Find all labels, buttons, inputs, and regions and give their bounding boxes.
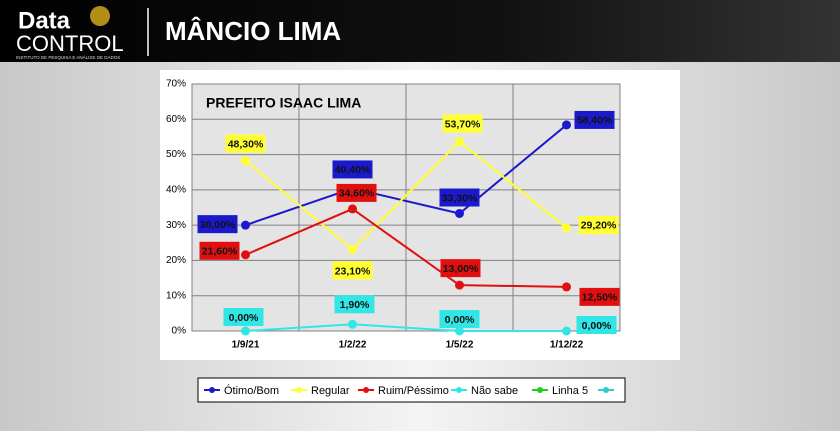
label-box — [440, 259, 481, 278]
data-label: 33,30% — [442, 192, 478, 204]
label-box — [332, 261, 373, 280]
point — [348, 244, 357, 254]
logo-bottom: CONTROL — [16, 31, 124, 56]
page-title: MÂNCIO LIMA — [165, 16, 341, 46]
data-label: 0,00% — [229, 312, 259, 324]
legend-label: Regular — [311, 385, 350, 397]
series-line — [245, 207, 567, 288]
point — [455, 280, 464, 290]
series-line — [245, 323, 567, 332]
label-box — [225, 134, 266, 153]
y-tick-label: 70% — [166, 79, 186, 90]
x-tick-label: 1/2/22 — [339, 340, 367, 351]
data-label: 29,20% — [581, 220, 617, 232]
legend-marker — [456, 387, 462, 393]
y-tick-label: 40% — [166, 184, 186, 195]
y-tick-label: 10% — [166, 290, 186, 301]
point — [455, 208, 464, 218]
label-box — [334, 295, 375, 314]
label-box — [197, 215, 238, 234]
point — [348, 204, 357, 214]
label-box — [442, 114, 483, 133]
data-label: 23,10% — [335, 265, 371, 277]
point — [241, 326, 250, 336]
point — [562, 223, 571, 233]
x-tick-label: 1/9/21 — [232, 340, 260, 351]
data-label: 53,70% — [445, 118, 481, 130]
data-label: 30,00% — [200, 219, 236, 231]
y-tick-label: 60% — [166, 114, 186, 125]
label-box — [336, 183, 377, 202]
label-box — [576, 316, 617, 334]
data-label: 0,00% — [445, 314, 475, 326]
point — [348, 319, 357, 329]
y-tick-label: 20% — [166, 255, 186, 266]
legend-marker — [296, 387, 302, 393]
legend-label: Linha 5 — [552, 385, 588, 397]
point — [562, 326, 571, 336]
legend — [197, 377, 626, 403]
point — [455, 326, 464, 336]
y-tick-label: 50% — [166, 149, 186, 160]
logo-icon — [90, 6, 110, 26]
point — [241, 250, 250, 260]
label-box — [439, 188, 480, 207]
data-label: 12,50% — [582, 292, 618, 304]
label-box — [332, 160, 373, 179]
data-label: 0,00% — [582, 320, 612, 332]
point — [241, 156, 250, 166]
label-box — [223, 308, 264, 326]
label-box — [199, 241, 240, 260]
label-box — [574, 110, 615, 129]
legend-label: Não sabe — [471, 385, 518, 397]
data-label: 13,00% — [443, 263, 479, 275]
y-tick-label: 0% — [172, 326, 187, 337]
point — [455, 137, 464, 147]
legend-label: Ótimo/Bom — [224, 384, 279, 397]
point — [562, 120, 571, 130]
data-label: 40,40% — [335, 164, 371, 176]
label-box — [439, 310, 480, 328]
point — [562, 282, 571, 292]
y-tick-label: 30% — [166, 220, 186, 231]
legend-marker — [363, 387, 369, 393]
chart-title: PREFEITO ISAAC LIMA — [206, 95, 361, 111]
legend-label: Ruim/Péssimo — [378, 385, 449, 397]
logo-tagline: INSTITUTO DE PESQUISA E ANÁLISE DE DADOS — [16, 54, 120, 60]
point — [241, 220, 250, 230]
logo-top: Data — [18, 7, 71, 34]
data-label: 58,40% — [577, 115, 613, 127]
data-label: 48,30% — [228, 138, 264, 150]
data-label: 1,90% — [340, 299, 370, 311]
series-line — [245, 124, 568, 227]
label-box — [579, 287, 620, 306]
data-label: 21,60% — [202, 246, 238, 258]
legend-marker — [537, 387, 543, 393]
x-tick-label: 1/5/22 — [446, 340, 474, 351]
x-tick-label: 1/12/22 — [550, 340, 584, 351]
legend-marker — [209, 387, 215, 393]
series-line — [244, 140, 568, 251]
legend-marker — [603, 387, 609, 393]
label-box — [578, 215, 619, 234]
header-band — [0, 0, 840, 62]
data-label: 34,60% — [339, 188, 375, 200]
